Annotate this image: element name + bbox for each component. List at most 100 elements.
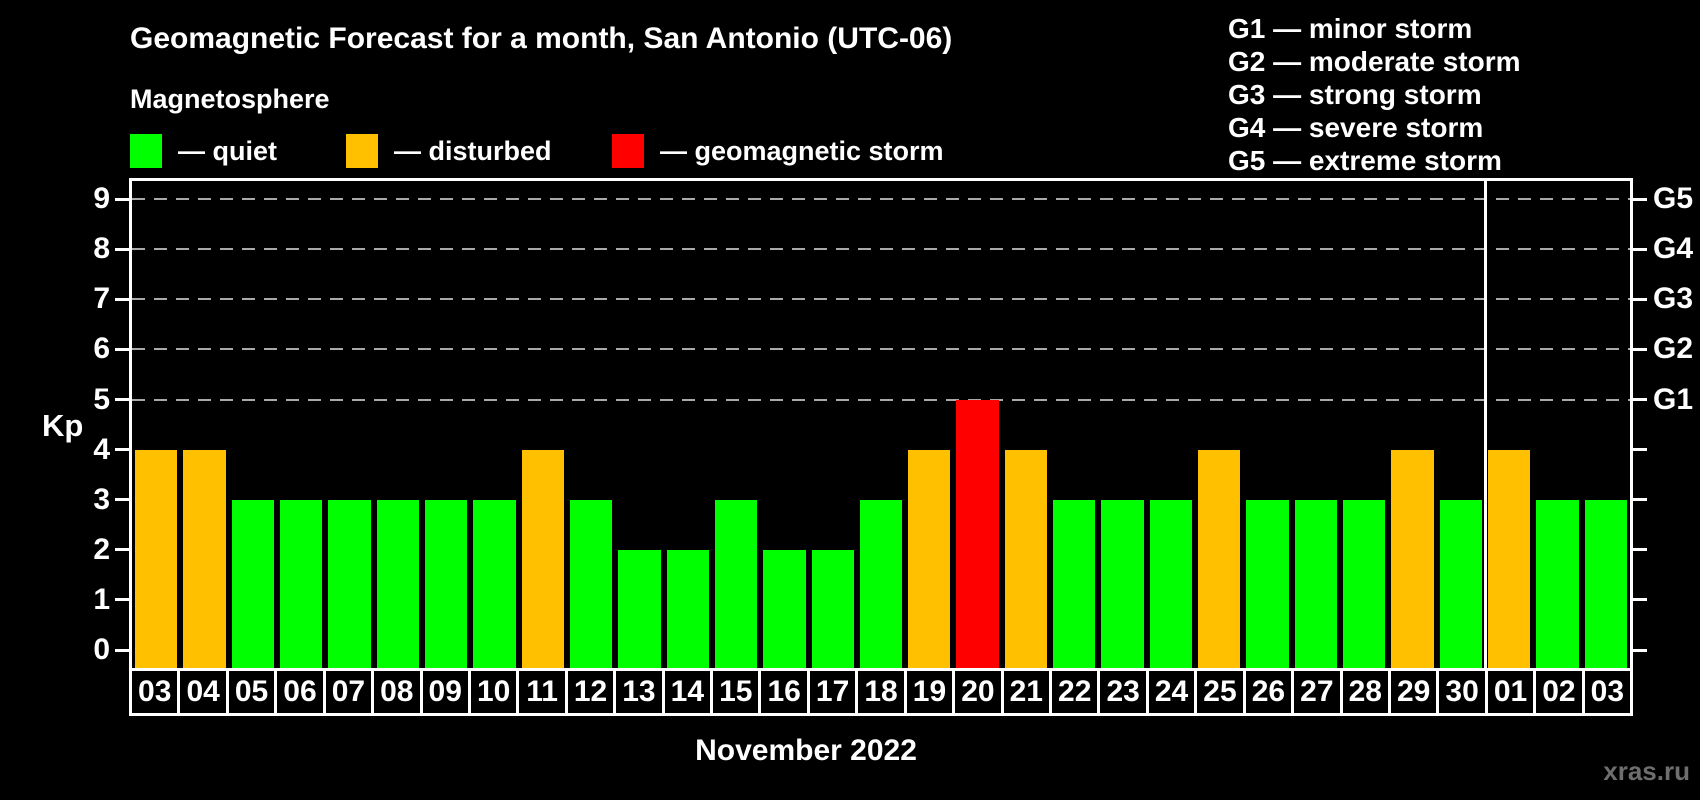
kp-bar-day-19 — [908, 449, 951, 668]
y-tick-label-0: 0 — [93, 633, 110, 666]
g-legend-line-2: G2 — moderate storm — [1228, 46, 1521, 77]
y-axis-tick-left-9 — [115, 197, 129, 201]
day-label-cell-15: 17 — [809, 668, 859, 716]
kp-bar-day-18 — [859, 499, 903, 668]
day-label-cell-28: 30 — [1439, 668, 1488, 716]
kp-bar-day-28 — [1343, 499, 1386, 668]
watermark: xras.ru — [1603, 756, 1690, 786]
kp-bar-day-20 — [956, 399, 999, 668]
day-label-cell-12: 14 — [664, 668, 714, 716]
day-label-cell-21: 23 — [1100, 668, 1149, 716]
y-tick-label-6: 6 — [93, 332, 110, 366]
y-axis-tick-left-5 — [115, 398, 129, 401]
day-label-cell-2: 04 — [180, 668, 229, 716]
y-tick-label-9: 9 — [93, 182, 110, 216]
y-axis-tick-right-6 — [1633, 347, 1647, 351]
g-tick-label-g5: G5 — [1653, 182, 1694, 216]
y-axis-title: Kp — [42, 408, 84, 443]
y-axis-tick-left-6 — [115, 347, 129, 351]
y-axis-tick-right-4 — [1633, 448, 1647, 452]
kp-bar-day-01 — [1488, 449, 1531, 668]
day-label-cell-18: 20 — [955, 668, 1004, 716]
kp-bar-day-13 — [618, 549, 661, 668]
legend-label-quiet: — quiet — [178, 135, 277, 166]
day-label-cell-3: 05 — [228, 668, 278, 716]
kp-bar-day-15 — [714, 499, 758, 668]
kp-bar-day-22 — [1053, 499, 1096, 668]
day-label-cell-19: 21 — [1003, 668, 1053, 716]
kp-bar-day-10 — [473, 499, 516, 668]
day-label-cell-10: 12 — [567, 668, 617, 716]
kp-bar-day-05 — [231, 499, 274, 668]
day-label-cell-25: 27 — [1294, 668, 1343, 716]
y-axis-tick-left-3 — [115, 498, 129, 502]
gridline-kp6 — [132, 348, 1630, 351]
day-label-cell-20: 22 — [1052, 668, 1101, 716]
kp-bar-day-21 — [1004, 449, 1048, 668]
y-tick-label-1: 1 — [93, 582, 110, 616]
kp-bar-day-23 — [1101, 499, 1144, 668]
legend-label-disturbed: — disturbed — [394, 135, 552, 166]
kp-bar-day-26 — [1246, 499, 1289, 668]
day-label-cell-30: 02 — [1536, 668, 1585, 716]
y-tick-label-5: 5 — [93, 382, 110, 416]
y-tick-label-4: 4 — [93, 432, 110, 466]
y-axis-tick-right-9 — [1633, 197, 1647, 201]
kp-bar-day-14 — [666, 549, 709, 668]
kp-bar-day-11 — [521, 449, 564, 668]
y-axis-tick-right-3 — [1633, 498, 1647, 502]
day-label-cell-11: 13 — [616, 668, 665, 716]
gridline-kp8 — [132, 248, 1630, 251]
y-tick-label-8: 8 — [93, 232, 110, 266]
day-label-cell-26: 28 — [1342, 668, 1391, 716]
y-tick-label-2: 2 — [93, 532, 110, 566]
y-axis-tick-right-8 — [1633, 247, 1647, 251]
g-legend-line-3: G3 — strong storm — [1228, 79, 1482, 110]
day-label-cell-9: 11 — [519, 668, 568, 716]
y-axis-tick-left-1 — [115, 598, 129, 602]
kp-bar-day-04 — [183, 449, 226, 668]
g-scale-legend: G1 — minor storm G2 — moderate storm G3 — … — [1228, 12, 1521, 177]
kp-bar-day-08 — [376, 499, 419, 668]
y-axis-tick-right-1 — [1633, 598, 1647, 602]
day-label-cell-6: 08 — [374, 668, 423, 716]
g-tick-label-g4: G4 — [1653, 232, 1694, 266]
g-legend-line-1: G1 — minor storm — [1228, 13, 1473, 44]
legend-item-disturbed: — disturbed — [346, 134, 552, 168]
day-label-cell-4: 06 — [277, 668, 326, 716]
day-label-cell-16: 18 — [858, 668, 907, 716]
g-tick-label-g3: G3 — [1653, 282, 1694, 316]
kp-bar-day-24 — [1149, 499, 1193, 668]
kp-bar-day-12 — [569, 499, 613, 668]
y-tick-label-7: 7 — [93, 282, 110, 316]
month-boundary-line — [1483, 181, 1487, 668]
y-axis-tick-right-5 — [1633, 398, 1647, 401]
gridline-kp5 — [132, 398, 1630, 401]
g-tick-label-g2: G2 — [1653, 332, 1694, 366]
day-label-cell-7: 09 — [422, 668, 471, 716]
day-label-cell-8: 10 — [470, 668, 520, 716]
g-legend-line-5: G5 — extreme storm — [1228, 145, 1502, 176]
kp-bar-day-03 — [1584, 499, 1627, 668]
disturbed-color-swatch — [346, 134, 378, 168]
kp-bar-day-09 — [424, 499, 468, 668]
y-axis-tick-right-0 — [1633, 648, 1647, 652]
y-tick-label-3: 3 — [93, 482, 110, 516]
y-axis-tick-right-2 — [1633, 548, 1647, 552]
kp-bar-day-27 — [1294, 499, 1338, 668]
kp-bar-day-30 — [1439, 499, 1483, 668]
legend-item-quiet: — quiet — [130, 134, 277, 168]
y-axis-tick-left-2 — [115, 548, 129, 552]
y-axis-tick-left-7 — [115, 297, 129, 301]
kp-bar-day-29 — [1391, 449, 1434, 668]
day-label-cell-31: 03 — [1584, 668, 1634, 716]
day-label-cell-27: 29 — [1390, 668, 1440, 716]
y-axis-tick-left-0 — [115, 648, 129, 652]
kp-bar-day-03 — [135, 449, 178, 668]
x-axis-day-labels: 03 04 05 06 07 08 09 10 11 12 13 14 15 16 17 18 19 20 21 22… — [129, 668, 1634, 716]
legend-item-storm: — geomagnetic storm — [612, 134, 944, 168]
quiet-color-swatch — [130, 134, 162, 168]
gridline-kp7 — [132, 298, 1630, 301]
day-label-cell-22: 24 — [1148, 668, 1198, 716]
